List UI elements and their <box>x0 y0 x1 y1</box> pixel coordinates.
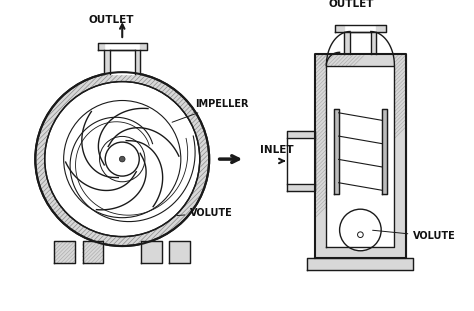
Polygon shape <box>382 109 387 194</box>
Polygon shape <box>135 50 140 74</box>
Text: OUTLET: OUTLET <box>328 0 374 9</box>
Text: VOLUTE: VOLUTE <box>373 230 456 241</box>
Polygon shape <box>170 241 190 263</box>
Polygon shape <box>287 138 315 184</box>
Polygon shape <box>98 43 104 50</box>
Polygon shape <box>110 50 135 74</box>
Polygon shape <box>140 43 147 50</box>
Circle shape <box>35 72 209 246</box>
Polygon shape <box>287 131 315 191</box>
Circle shape <box>119 156 125 162</box>
Polygon shape <box>327 138 330 184</box>
Text: IMPELLER: IMPELLER <box>172 99 248 122</box>
Circle shape <box>105 142 139 176</box>
Polygon shape <box>344 31 350 54</box>
Polygon shape <box>315 54 406 258</box>
Text: VOLUTE: VOLUTE <box>177 208 233 218</box>
Polygon shape <box>376 25 386 31</box>
Polygon shape <box>308 258 413 270</box>
Polygon shape <box>54 241 75 263</box>
Polygon shape <box>327 66 394 247</box>
Polygon shape <box>335 25 344 31</box>
Circle shape <box>45 81 200 237</box>
Text: OUTLET: OUTLET <box>88 15 134 25</box>
Polygon shape <box>334 109 338 194</box>
Circle shape <box>339 209 381 251</box>
Polygon shape <box>104 50 110 74</box>
Text: INLET: INLET <box>260 146 294 156</box>
Circle shape <box>357 232 363 238</box>
Polygon shape <box>371 31 376 54</box>
Polygon shape <box>82 241 103 263</box>
Polygon shape <box>141 241 162 263</box>
Polygon shape <box>350 31 371 54</box>
